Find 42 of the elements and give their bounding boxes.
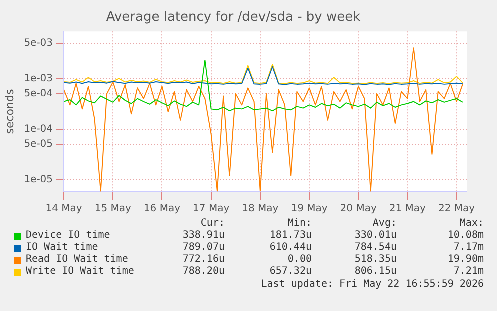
text: Max: <box>460 218 484 229</box>
y-tick-label: 1e-05 <box>24 174 54 186</box>
text: 806.15u <box>354 266 397 277</box>
text: 788.20u <box>182 266 225 277</box>
text: 330.01u <box>354 230 397 241</box>
x-tick-label: 15 May <box>94 204 132 215</box>
x-tick-label: 20 May <box>340 204 377 215</box>
text: 772.16u <box>182 254 225 265</box>
text: 338.91u <box>182 230 225 241</box>
text: 789.07u <box>182 242 225 253</box>
text: Avg: <box>372 218 397 229</box>
x-tick-label: 16 May <box>144 204 181 215</box>
y-tick-label: 1e-04 <box>24 124 54 135</box>
legend-label: Write IO Wait time <box>26 266 134 277</box>
x-tick-label: 14 May <box>46 204 82 215</box>
y-tick-label: 5e-03 <box>24 38 54 49</box>
chart-title: Average latency for /dev/sda - by week <box>106 10 362 26</box>
text: 19.90m <box>448 254 484 265</box>
y-tick-label: 5e-04 <box>24 88 54 100</box>
text: 10.08m <box>448 230 484 241</box>
x-tick-label: 21 May <box>389 204 426 215</box>
text: Last update: Fri May 22 16:55:59 2026 <box>261 279 484 290</box>
legend-label: Read IO Wait time <box>26 254 128 265</box>
text: 7.21m <box>454 266 484 277</box>
text: 181.73u <box>270 230 312 241</box>
text: 657.32u <box>270 266 312 277</box>
x-tick-label: 19 May <box>291 204 328 215</box>
text: Min: <box>288 218 312 229</box>
x-tick-label: 18 May <box>242 204 279 215</box>
x-tick-label: 17 May <box>193 204 230 215</box>
x-tick-label: 22 May <box>438 204 476 215</box>
legend-label: IO Wait time <box>26 242 98 253</box>
text: 610.44u <box>270 242 312 253</box>
legend-label: Device IO time <box>26 230 110 241</box>
text: 518.35u <box>354 254 397 265</box>
text: 784.54u <box>354 242 397 253</box>
y-tick-label: 5e-05 <box>24 139 54 150</box>
text: Cur: <box>200 218 225 229</box>
y-axis-title: seconds <box>3 89 16 134</box>
y-tick-label: 1e-03 <box>24 73 54 84</box>
text: 0.00 <box>288 254 312 265</box>
text: 7.17m <box>454 242 484 253</box>
